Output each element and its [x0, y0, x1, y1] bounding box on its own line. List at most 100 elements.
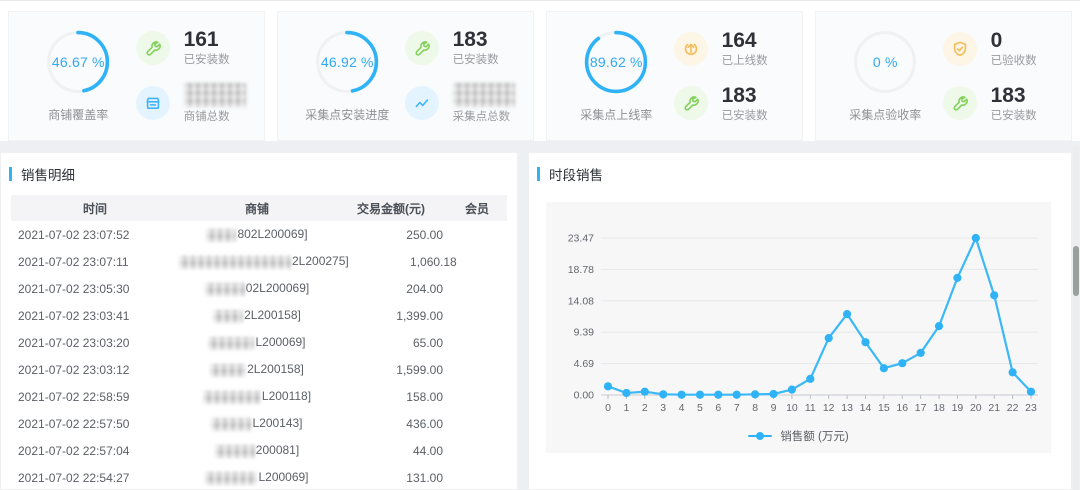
- table-row: 2021-07-02 23:07:11 2L200275] 1,060.18: [11, 248, 507, 275]
- shop-code: L200069]: [255, 335, 306, 350]
- cell-time: 2021-07-02 22:57:04: [18, 443, 130, 458]
- cell-amount: 1,399.00: [396, 308, 443, 323]
- hourly-sales-title: 时段销售: [549, 168, 603, 183]
- svg-text:23: 23: [1025, 402, 1037, 414]
- svg-text:0: 0: [605, 402, 611, 414]
- progress-label: 采集点安装进度: [305, 108, 390, 122]
- sales-table: 时间 商铺 交易金额(元) 会员 2021-07-02 23:07:52 802L200…: [11, 195, 507, 489]
- column-header: 交易金额(元): [357, 201, 425, 216]
- stat-value: 164: [721, 29, 757, 53]
- stat-value: 0: [990, 29, 1003, 53]
- shop-code: L200118]: [261, 389, 312, 404]
- hourly-sales-chart-box: 0.00 4.69 9.39 14.08 18.78 23.47 0 1 2 3 4 5 6 7 8 9 10 1…: [546, 202, 1051, 453]
- sales-detail-header: 销售明细: [1, 153, 517, 185]
- page-scrollbar-track[interactable]: [1073, 146, 1079, 490]
- stat-row: 0 已验收数: [942, 29, 1057, 68]
- cell-amount: 131.00: [406, 470, 443, 485]
- svg-text:3: 3: [660, 402, 666, 414]
- progress-label: 采集点验收率: [849, 108, 922, 122]
- wrench-icon: [942, 86, 977, 121]
- svg-text:9.39: 9.39: [574, 327, 595, 339]
- stat-row: 161 已安装数: [135, 28, 250, 67]
- sales-table-body: 2021-07-02 23:07:52 802L200069] 250.00 2021…: [11, 221, 507, 489]
- stat-cards: 46.67 % 商铺覆盖率 161 已安装数 商铺总数 46.92 % 采集点安装进度 183…: [8, 11, 1072, 141]
- masked-shop-name: [211, 417, 252, 431]
- stat-card: 46.92 % 采集点安装进度 183 已安装数采集点总数: [277, 11, 534, 141]
- table-row: 2021-07-02 23:03:41 2L200158] 1,399.00: [11, 302, 507, 329]
- stat-label: 已验收数: [990, 55, 1037, 68]
- table-row: 2021-07-02 22:57:50 L200143] 436.00: [11, 410, 507, 437]
- cell-time: 2021-07-02 23:07:52: [18, 227, 130, 242]
- shield-check-icon: [942, 31, 977, 66]
- svg-text:4: 4: [679, 402, 685, 414]
- svg-text:1: 1: [623, 402, 629, 414]
- cell-shop: 2L200158]: [179, 362, 335, 377]
- progress-ring: 89.62 %: [583, 29, 649, 95]
- title-accent-bar: [9, 167, 12, 181]
- cell-amount: 44.00: [412, 443, 443, 458]
- stat-value: 183: [990, 83, 1026, 107]
- svg-text:9: 9: [771, 402, 777, 414]
- stat-row: 采集点总数: [404, 82, 519, 124]
- svg-text:2: 2: [642, 402, 648, 414]
- shop-code: 2L200275]: [292, 254, 349, 269]
- svg-text:18.78: 18.78: [568, 264, 594, 276]
- progress-percent: 46.67 %: [51, 54, 105, 70]
- svg-text:6: 6: [715, 402, 721, 414]
- chart-legend[interactable]: 销售额 (万元): [546, 419, 1051, 453]
- progress-ring: 0 %: [852, 29, 918, 95]
- svg-text:21: 21: [988, 402, 1000, 414]
- svg-text:11: 11: [805, 402, 816, 414]
- svg-text:13: 13: [841, 402, 853, 414]
- shop-code: 2L200158]: [247, 362, 304, 377]
- wrench-icon: [673, 86, 708, 121]
- table-row: 2021-07-02 23:03:20 L200069] 65.00: [11, 329, 507, 356]
- hourly-sales-panel: 时段销售 0.00 4.69 9.39 14.08 18.78 23.47 0 1 2 3 4 5 6 7…: [528, 152, 1072, 490]
- cell-amount: 1,060.18: [410, 254, 457, 269]
- cell-time: 2021-07-02 23:03:20: [18, 335, 130, 350]
- cell-amount: 158.00: [406, 389, 443, 404]
- cell-shop: 2L200158]: [179, 308, 335, 323]
- svg-text:18: 18: [933, 402, 945, 414]
- cell-amount: 204.00: [406, 281, 443, 296]
- masked-value: [183, 82, 246, 107]
- bottom-section: 销售明细 时间 商铺 交易金额(元) 会员 2021-07-02 23:07:52 80…: [0, 141, 1080, 490]
- progress-label: 采集点上线率: [580, 108, 653, 122]
- stat-value: 161: [183, 28, 219, 52]
- cell-time: 2021-07-02 23:05:30: [18, 281, 130, 296]
- stat-label: 已安装数: [452, 54, 499, 67]
- masked-shop-name: [213, 309, 244, 323]
- title-accent-bar: [537, 167, 540, 181]
- stat-row: 商铺总数: [135, 82, 250, 124]
- svg-text:5: 5: [697, 402, 703, 414]
- page-scrollbar-thumb[interactable]: [1073, 246, 1079, 296]
- cell-shop: 802L200069]: [179, 227, 335, 242]
- shop-code: 2L200158]: [244, 308, 301, 323]
- stat-label: 商铺总数: [183, 110, 230, 123]
- cell-amount: 436.00: [406, 416, 443, 431]
- stat-label: 已安装数: [990, 109, 1037, 122]
- cell-amount: 250.00: [406, 227, 443, 242]
- cell-time: 2021-07-02 23:03:41: [18, 308, 130, 323]
- cell-shop: 02L200069]: [179, 281, 335, 296]
- table-row: 2021-07-02 22:57:04 200081] 44.00: [11, 437, 507, 464]
- wrench-icon: [404, 30, 439, 65]
- cell-time: 2021-07-02 22:57:50: [18, 416, 130, 431]
- masked-shop-name: [206, 228, 237, 242]
- svg-text:8: 8: [752, 402, 758, 414]
- progress-percent: 46.92 %: [320, 54, 374, 70]
- stat-row: 164 已上线数: [673, 29, 788, 68]
- stat-card: 46.67 % 商铺覆盖率 161 已安装数商铺总数: [8, 11, 265, 141]
- cell-time: 2021-07-02 23:03:12: [18, 362, 130, 377]
- svg-text:12: 12: [823, 402, 835, 414]
- cell-shop: 200081]: [179, 443, 335, 458]
- column-header: 时间: [82, 201, 107, 216]
- table-row: 2021-07-02 22:54:27 L200069] 131.00: [11, 464, 507, 489]
- stat-value: 183: [452, 28, 488, 52]
- column-header: 商铺: [244, 201, 269, 216]
- stat-card: 89.62 % 采集点上线率 164 已上线数 183 已安装数: [546, 11, 803, 141]
- progress-label: 商铺覆盖率: [48, 108, 109, 122]
- masked-value: [452, 82, 515, 107]
- stat-label: 已上线数: [721, 55, 768, 68]
